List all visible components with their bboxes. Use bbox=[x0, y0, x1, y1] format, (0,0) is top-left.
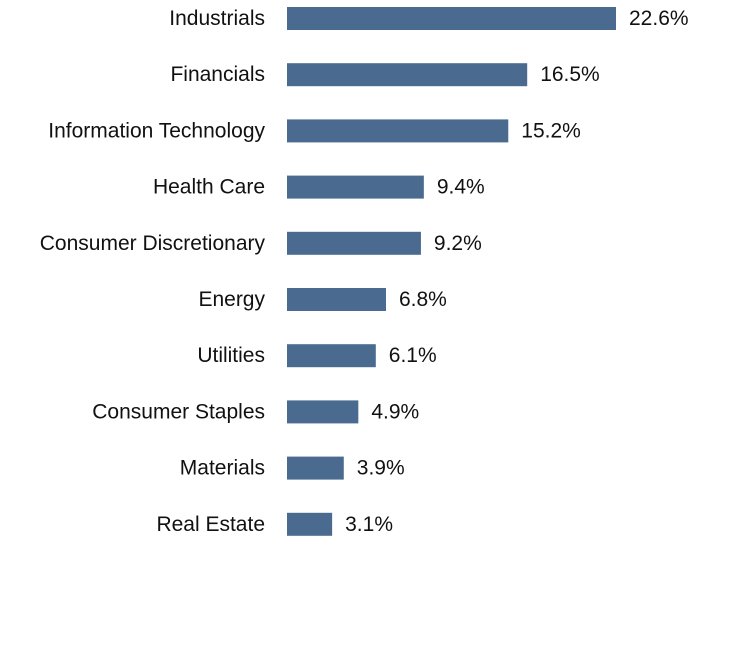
value-label: 9.4% bbox=[437, 176, 485, 199]
value-label: 6.1% bbox=[389, 344, 437, 367]
value-label: 4.9% bbox=[371, 400, 419, 423]
bar-row: Consumer Staples 4.9% bbox=[92, 400, 419, 424]
category-label: Consumer Staples bbox=[92, 400, 265, 423]
bar bbox=[287, 231, 421, 255]
bar-row: Real Estate 3.1% bbox=[156, 512, 393, 536]
bar bbox=[287, 512, 333, 536]
value-label: 3.9% bbox=[357, 457, 405, 480]
bar-row: Consumer Discretionary 9.2% bbox=[40, 231, 482, 255]
value-label: 22.6% bbox=[629, 7, 689, 30]
category-label: Consumer Discretionary bbox=[40, 232, 266, 255]
value-label: 9.2% bbox=[434, 232, 482, 255]
category-label: Health Care bbox=[153, 176, 265, 199]
bar bbox=[287, 344, 376, 368]
bar bbox=[287, 400, 359, 424]
value-label: 15.2% bbox=[521, 119, 581, 142]
bar-row: Industrials 22.6% bbox=[169, 7, 689, 30]
bar-row: Information Technology 15.2% bbox=[48, 119, 581, 143]
category-label: Materials bbox=[180, 457, 265, 480]
bar bbox=[287, 288, 386, 311]
bar bbox=[287, 7, 616, 30]
category-label: Industrials bbox=[169, 7, 265, 30]
value-label: 16.5% bbox=[540, 63, 600, 86]
category-label: Information Technology bbox=[48, 119, 265, 142]
bar bbox=[287, 175, 424, 199]
bar bbox=[287, 63, 528, 87]
category-label: Utilities bbox=[197, 344, 265, 367]
bar bbox=[287, 456, 344, 480]
category-label: Energy bbox=[198, 288, 265, 311]
bars-group: Industrials 22.6% Financials 16.5% Informati… bbox=[40, 7, 689, 536]
category-label: Real Estate bbox=[156, 513, 265, 536]
value-label: 6.8% bbox=[399, 288, 447, 311]
value-label: 3.1% bbox=[345, 513, 393, 536]
bar-row: Energy 6.8% bbox=[198, 288, 447, 311]
bar-row: Materials 3.9% bbox=[180, 456, 405, 480]
bar-row: Health Care 9.4% bbox=[153, 175, 485, 199]
category-label: Financials bbox=[170, 63, 265, 86]
bar bbox=[287, 119, 509, 143]
bar-row: Financials 16.5% bbox=[170, 63, 600, 87]
bar-row: Utilities 6.1% bbox=[197, 344, 437, 368]
